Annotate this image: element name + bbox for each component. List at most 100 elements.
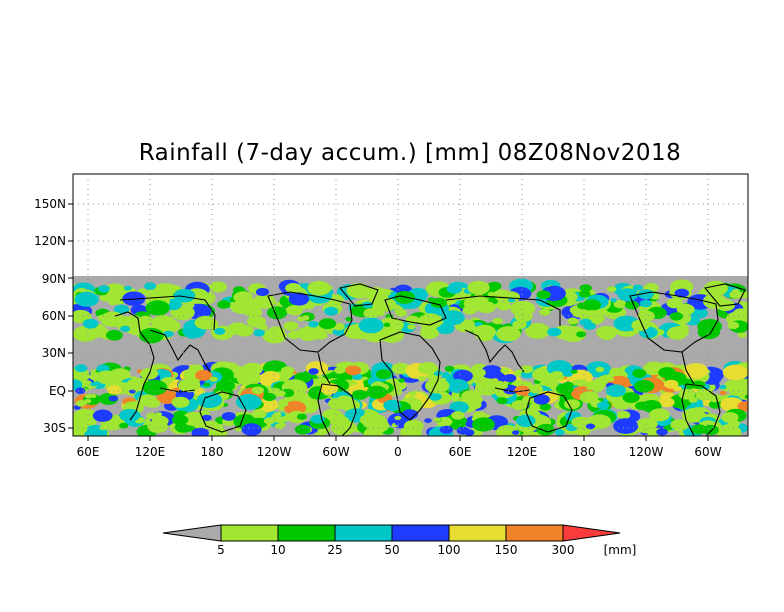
rain-patch — [138, 315, 153, 325]
rain-patch — [622, 392, 640, 403]
rain-patch — [425, 378, 450, 394]
rain-patch — [496, 326, 521, 342]
lat-label-90n: 90N — [42, 272, 66, 286]
rain-patch — [439, 425, 453, 434]
rain-patch — [163, 330, 174, 338]
rain-patch — [75, 387, 86, 395]
lon-label: 60E — [77, 445, 100, 459]
rain-patch — [376, 369, 392, 380]
rain-patch — [304, 303, 315, 310]
rain-patch — [496, 397, 508, 405]
rain-patch — [236, 371, 261, 387]
rain-patch — [129, 389, 136, 394]
rain-patch — [403, 419, 424, 433]
rain-patch — [441, 310, 465, 326]
rain-patch — [294, 424, 311, 435]
rain-patch — [114, 304, 130, 315]
rain-patch — [547, 327, 562, 337]
rain-patch — [664, 379, 679, 389]
rain-patch — [379, 317, 404, 333]
rain-patch — [363, 308, 380, 319]
rain-patch — [613, 299, 627, 309]
rain-patch — [451, 411, 465, 420]
lon-label: 120E — [507, 445, 538, 459]
lon-axis: 60E 120E 180 120W 60W 0 60E 120E 180 120… — [77, 445, 722, 459]
rain-patch — [632, 284, 643, 291]
rain-patch — [185, 302, 195, 309]
rain-patch — [322, 284, 333, 292]
rain-patch — [247, 315, 266, 328]
rain-patch — [461, 390, 482, 403]
rain-patch — [108, 301, 116, 306]
rain-patch — [261, 371, 281, 383]
rain-patch — [84, 393, 93, 399]
rain-patch — [595, 366, 605, 373]
rain-patch — [279, 401, 289, 407]
rain-patch — [196, 392, 223, 408]
rain-patch — [288, 292, 310, 306]
rain-patch — [333, 415, 349, 426]
rain-patch — [554, 429, 565, 436]
rain-patch — [719, 390, 727, 395]
coastlines — [114, 283, 746, 436]
rain-patch — [98, 285, 110, 293]
rain-patch — [201, 414, 212, 421]
rain-patch — [352, 389, 369, 400]
rain-patch — [728, 383, 748, 397]
rain-patch — [173, 288, 196, 303]
rain-patch — [659, 397, 675, 408]
rain-patch — [99, 293, 113, 302]
rain-patch — [383, 399, 402, 411]
rain-patch — [525, 382, 532, 388]
rain-patch — [688, 396, 698, 403]
rain-patch — [221, 412, 236, 421]
rain-patch — [695, 388, 714, 401]
rain-patch — [104, 283, 126, 297]
rain-patch — [533, 394, 550, 405]
rain-patch — [73, 423, 88, 435]
rain-patch — [649, 408, 670, 422]
rain-patch — [118, 383, 128, 389]
axis-ticks — [68, 203, 709, 441]
colorbar-label: 100 — [438, 543, 461, 557]
rain-patch — [536, 423, 555, 436]
rain-patch — [487, 291, 496, 297]
rain-patch — [268, 326, 285, 337]
rain-patch — [737, 401, 748, 412]
rain-patch — [299, 329, 318, 341]
rain-patch — [283, 321, 299, 331]
rain-patch — [722, 364, 748, 381]
rain-patch — [567, 317, 579, 325]
lon-label: 120W — [629, 445, 664, 459]
map-title: Rainfall (7-day accum.) [mm] 08Z08Nov201… — [138, 140, 682, 166]
rain-patch — [744, 394, 748, 399]
rain-patch — [275, 390, 286, 397]
rain-patch — [720, 397, 744, 412]
rainfall-areas — [73, 278, 748, 436]
rain-patch — [729, 290, 743, 299]
rain-patch — [255, 287, 270, 297]
rain-patch — [539, 308, 551, 316]
rain-patch — [124, 285, 132, 291]
rain-patch — [195, 369, 213, 381]
rain-patch — [474, 380, 500, 396]
rain-patch — [719, 384, 727, 390]
rain-patch — [308, 368, 319, 375]
rain-patch — [467, 280, 490, 295]
rain-patch — [172, 414, 189, 425]
rain-patch — [511, 430, 520, 435]
rain-patch — [296, 413, 307, 420]
rain-patch — [287, 330, 301, 340]
rain-patch — [586, 385, 594, 391]
rain-patch — [417, 376, 426, 382]
rain-patch — [492, 317, 503, 325]
rain-patch — [280, 370, 293, 379]
colorbar-bin — [448, 524, 507, 542]
rain-patch — [145, 398, 161, 408]
rain-patch — [74, 364, 88, 373]
rain-patch — [345, 316, 353, 322]
rain-patch — [119, 408, 141, 422]
lon-label: 0 — [394, 445, 402, 459]
rain-patch — [635, 401, 650, 411]
